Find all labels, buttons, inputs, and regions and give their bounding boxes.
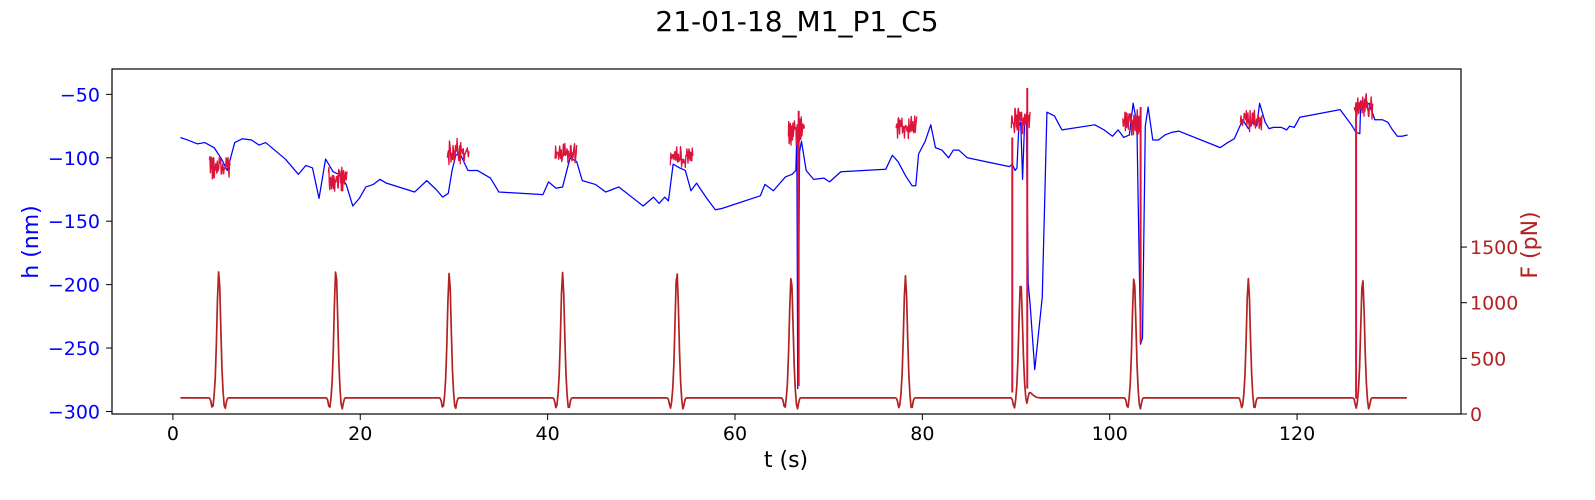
right-y-tick-label: 0	[1470, 404, 1482, 426]
right-y-tick-label: 500	[1470, 348, 1506, 370]
left-y-tick-label: −150	[48, 211, 100, 233]
plot-area	[112, 69, 1461, 414]
plot-frame	[111, 68, 1462, 415]
right-y-axis-label: F (pN)	[1518, 211, 1543, 278]
left-y-tick-label: −100	[48, 148, 100, 170]
series-line-height-detail	[1122, 109, 1142, 136]
series-line-height-detail	[446, 137, 470, 166]
x-tick-label: 60	[723, 423, 747, 445]
x-tick-label: 80	[910, 423, 934, 445]
series-line-height-detail	[787, 116, 805, 148]
chart-title: 21-01-18_M1_P1_C5	[655, 5, 938, 38]
left-y-tick-label: −250	[48, 338, 100, 360]
x-tick-label: 40	[536, 423, 560, 445]
x-axis-label: t (s)	[764, 448, 808, 473]
series-line-force	[180, 271, 1407, 410]
series-line-height-detail	[327, 166, 348, 192]
series-line-height-detail	[208, 155, 231, 180]
series-layer	[180, 88, 1408, 410]
x-tick-label: 120	[1279, 423, 1315, 445]
left-y-tick-label: −300	[48, 401, 100, 423]
right-y-tick-label: 1000	[1470, 293, 1518, 315]
series-line-height-detail	[554, 142, 578, 164]
x-tick-label: 100	[1092, 423, 1128, 445]
left-y-axis-label: h (nm)	[19, 205, 44, 278]
x-tick-label: 0	[167, 423, 179, 445]
series-line-height-detail	[1239, 109, 1263, 133]
series-line-height-detail	[895, 115, 918, 140]
series-line-height	[180, 100, 1408, 390]
series-line-height-detail	[669, 145, 694, 169]
axes-layer: 0 20 40 60 80 100 120 −50 −100 −150 −200 −250 −300 0 5…	[48, 68, 1518, 445]
right-y-tick-label: 1500	[1470, 237, 1518, 259]
left-y-tick-label: −200	[48, 275, 100, 297]
left-y-tick-label: −50	[60, 84, 100, 106]
x-tick-label: 20	[348, 423, 372, 445]
series-line-height-detail	[1353, 93, 1374, 120]
